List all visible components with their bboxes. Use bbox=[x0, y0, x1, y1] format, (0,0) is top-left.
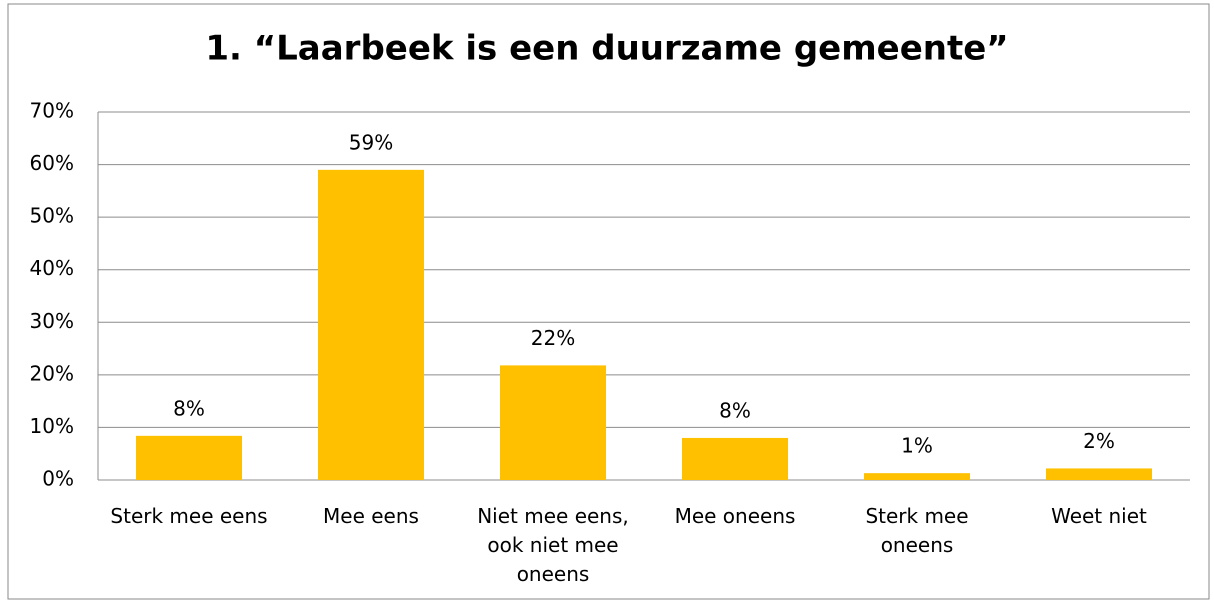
x-tick-label: Niet mee eens, ook niet mee oneens bbox=[477, 504, 629, 586]
bar bbox=[500, 365, 606, 480]
x-tick-label: Sterk mee oneens bbox=[865, 504, 969, 557]
x-tick-label: Sterk mee eens bbox=[110, 504, 268, 528]
x-tick-label: Mee oneens bbox=[674, 504, 796, 528]
y-tick-label: 20% bbox=[30, 361, 74, 385]
bar bbox=[136, 435, 242, 480]
y-tick-label: 30% bbox=[30, 309, 74, 333]
x-tick-label: Weet niet bbox=[1051, 504, 1147, 528]
y-tick-label: 10% bbox=[30, 414, 74, 438]
chart-title: 1. “Laarbeek is een duurzame gemeente” bbox=[205, 29, 1008, 69]
data-label: 59% bbox=[349, 130, 393, 154]
chart-border bbox=[7, 3, 1210, 600]
x-tick-label: Mee eens bbox=[323, 504, 419, 528]
data-label: 1% bbox=[901, 434, 933, 458]
y-tick-label: 60% bbox=[30, 151, 74, 175]
y-tick-label: 0% bbox=[42, 467, 74, 491]
y-tick-label: 40% bbox=[30, 256, 74, 280]
bar bbox=[864, 473, 970, 480]
data-label: 22% bbox=[531, 326, 575, 350]
bar bbox=[318, 169, 424, 481]
y-tick-label: 50% bbox=[30, 204, 74, 228]
bar bbox=[1046, 468, 1152, 480]
bar bbox=[682, 437, 788, 480]
y-tick-label: 70% bbox=[30, 99, 74, 123]
data-label: 2% bbox=[1083, 429, 1115, 453]
data-label: 8% bbox=[173, 396, 205, 420]
data-label: 8% bbox=[719, 398, 751, 422]
